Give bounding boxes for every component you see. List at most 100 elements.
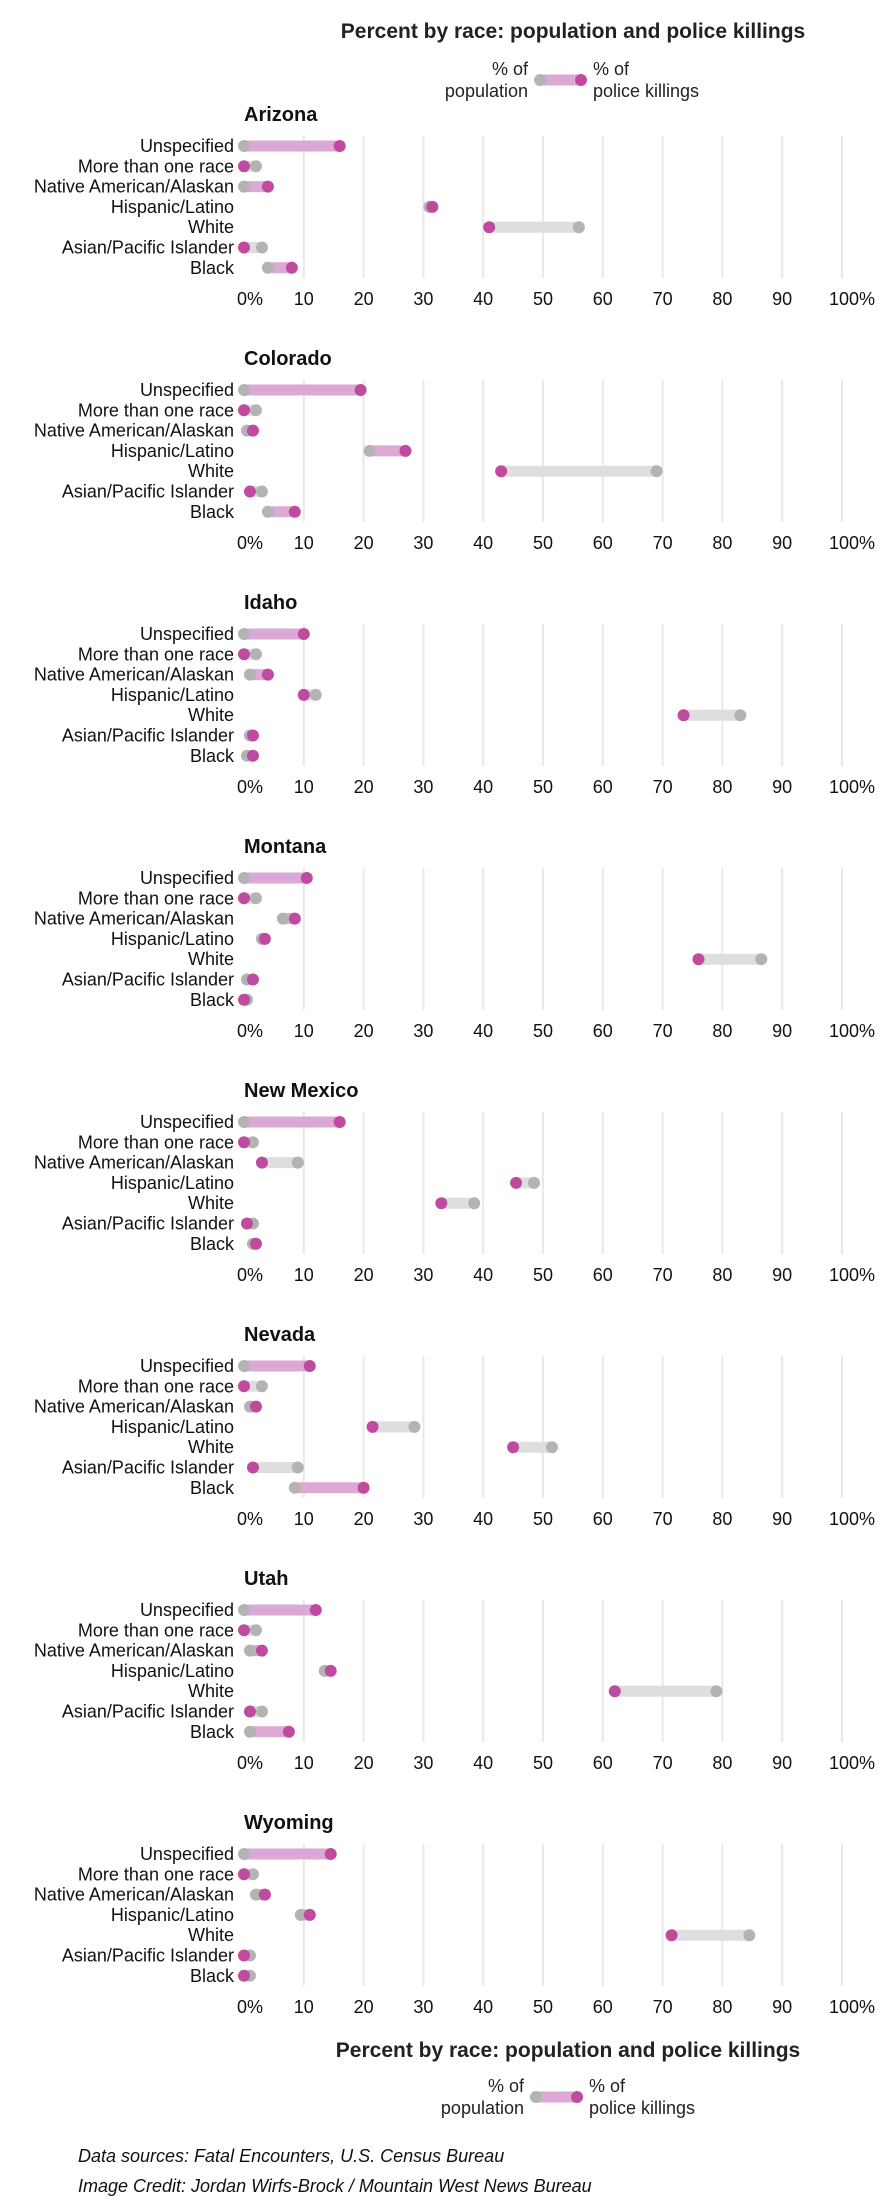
killings-dot	[238, 993, 250, 1006]
x-tick-label: 100%	[829, 1753, 875, 1773]
x-tick-label: 0%	[237, 1753, 263, 1773]
x-tick-label: 30	[413, 533, 433, 553]
x-tick-label: 10	[294, 1509, 314, 1529]
category-label: Native American/Alaskan	[34, 1397, 234, 1417]
killings-dot	[285, 261, 298, 274]
x-tick-label: 80	[712, 777, 732, 797]
x-tick-label: 30	[413, 777, 433, 797]
x-tick-label: 40	[473, 1021, 493, 1041]
chart-title: Percent by race: population and police k…	[341, 20, 805, 43]
x-tick-label: 0%	[237, 1265, 263, 1285]
population-dot	[528, 1176, 541, 1189]
x-tick-label: 80	[712, 1021, 732, 1041]
category-label: White	[188, 1681, 234, 1701]
killings-dot	[261, 668, 274, 681]
category-label: More than one race	[78, 1864, 234, 1884]
killings-dot	[665, 1929, 678, 1942]
image-credit: Image Credit: Jordan Wirfs-Brock / Mount…	[78, 2176, 592, 2196]
x-tick-label: 90	[772, 289, 792, 309]
category-label: Hispanic/Latino	[111, 197, 234, 217]
category-label: More than one race	[78, 888, 234, 908]
killings-dot	[255, 1156, 268, 1169]
population-dot	[238, 1360, 250, 1372]
x-tick-label: 60	[593, 1997, 613, 2017]
category-label: Hispanic/Latino	[111, 929, 234, 949]
population-dot	[288, 1481, 301, 1494]
x-tick-label: 70	[653, 777, 673, 797]
population-dot	[291, 1156, 304, 1169]
killings-dot	[366, 1420, 379, 1433]
x-tick-label: 100%	[829, 533, 875, 553]
x-tick-label: 100%	[829, 1997, 875, 2017]
x-tick-label: 50	[533, 1021, 553, 1041]
category-label: Hispanic/Latino	[111, 441, 234, 461]
killings-dot	[238, 1949, 250, 1962]
killings-dot	[238, 404, 250, 417]
population-dot	[238, 1604, 250, 1616]
x-tick-label: 30	[413, 1265, 433, 1285]
x-tick-label: 0%	[237, 1997, 263, 2017]
category-label: Native American/Alaskan	[34, 1641, 234, 1661]
legend-killings-label: % of	[589, 2076, 626, 2096]
category-label: Unspecified	[140, 868, 234, 888]
killings-dot	[608, 1685, 621, 1698]
x-tick-label: 10	[294, 289, 314, 309]
population-dot	[246, 1868, 259, 1881]
category-label: Black	[190, 1722, 235, 1742]
category-label: Asian/Pacific Islander	[62, 970, 234, 990]
x-tick-label: 40	[473, 1753, 493, 1773]
x-tick-label: 20	[354, 289, 374, 309]
killings-dot	[426, 200, 439, 213]
population-dot	[243, 1644, 256, 1657]
killings-dot	[243, 485, 256, 498]
killings-dot	[238, 648, 250, 661]
category-label: Unspecified	[140, 1356, 234, 1376]
population-dot	[276, 912, 289, 925]
category-label: Native American/Alaskan	[34, 909, 234, 929]
population-dot	[363, 444, 376, 457]
killings-dot	[297, 688, 310, 701]
killings-dot	[246, 1461, 259, 1474]
x-tick-label: 10	[294, 1021, 314, 1041]
killings-dot	[246, 729, 259, 742]
x-tick-label: 60	[593, 289, 613, 309]
category-label: More than one race	[78, 156, 234, 176]
killings-dot	[261, 180, 274, 193]
x-tick-label: 30	[413, 1021, 433, 1041]
population-dot	[238, 1848, 250, 1860]
category-label: Black	[190, 1966, 235, 1986]
category-label: Hispanic/Latino	[111, 1905, 234, 1925]
x-tick-label: 90	[772, 1997, 792, 2017]
category-label: More than one race	[78, 1132, 234, 1152]
category-label: White	[188, 949, 234, 969]
legend-population-dot	[530, 2091, 542, 2103]
x-tick-label: 60	[593, 1753, 613, 1773]
x-tick-label: 40	[473, 777, 493, 797]
killings-dot	[297, 628, 310, 640]
x-tick-label: 70	[653, 1753, 673, 1773]
legend-population-dot	[534, 74, 546, 86]
population-dot	[249, 648, 262, 661]
x-tick-label: 0%	[237, 1509, 263, 1529]
population-dot	[249, 160, 262, 173]
x-tick-label: 50	[533, 1753, 553, 1773]
category-label: Hispanic/Latino	[111, 1661, 234, 1681]
x-tick-label: 40	[473, 1265, 493, 1285]
category-label: Black	[190, 1478, 235, 1498]
killings-dot	[300, 872, 313, 884]
population-dot	[238, 872, 250, 884]
x-tick-label: 50	[533, 533, 553, 553]
killings-dot	[246, 424, 259, 437]
x-tick-label: 100%	[829, 289, 875, 309]
x-tick-label: 70	[653, 1265, 673, 1285]
x-tick-label: 60	[593, 533, 613, 553]
category-label: Native American/Alaskan	[34, 1885, 234, 1905]
state-title: Utah	[244, 1568, 288, 1590]
killings-dot	[510, 1176, 523, 1189]
x-tick-label: 90	[772, 1509, 792, 1529]
killings-dot	[677, 709, 690, 722]
